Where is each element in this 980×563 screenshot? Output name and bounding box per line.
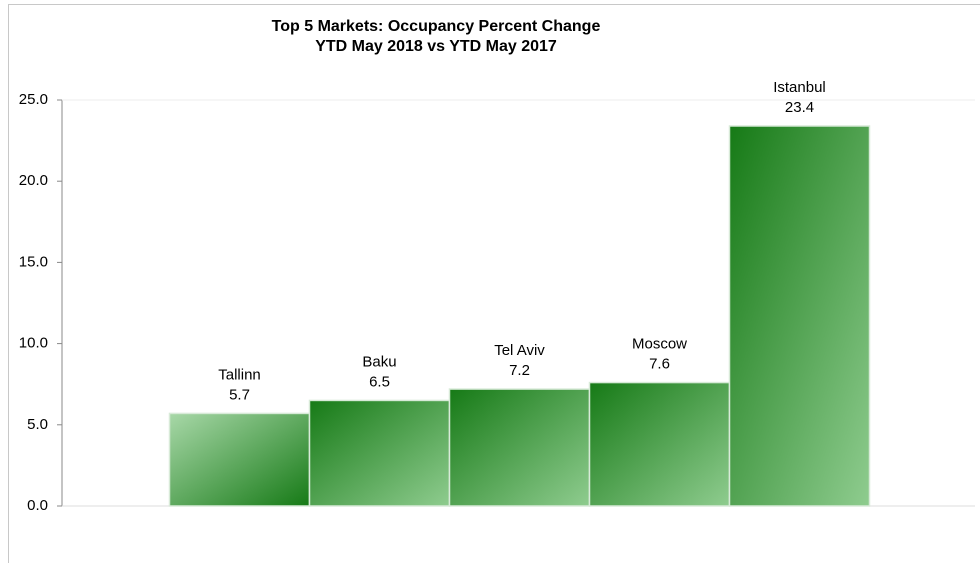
category-label: Moscow [632,336,687,353]
category-label: Baku [362,353,396,370]
y-tick-label: 25.0 [19,91,48,108]
bar [168,412,311,507]
y-tick-label: 20.0 [19,172,48,189]
y-tick-label: 5.0 [27,416,48,433]
y-tick-label: 0.0 [27,497,48,514]
bar [728,125,871,507]
bar [448,388,591,507]
bar [588,381,731,507]
value-label: 7.6 [649,356,670,373]
value-label: 6.5 [369,373,390,390]
chart-subtitle: YTD May 2018 vs YTD May 2017 [315,38,557,55]
y-tick-label: 15.0 [19,253,48,270]
value-label: 23.4 [785,99,814,116]
value-label: 5.7 [229,386,250,403]
category-label: Tallinn [218,366,261,383]
chart-frame [8,4,980,563]
value-label: 7.2 [509,362,530,379]
bar [308,399,451,507]
category-label: Tel Aviv [494,342,545,359]
category-label: Istanbul [773,79,826,96]
chart-title: Top 5 Markets: Occupancy Percent Change [272,18,601,35]
y-tick-label: 10.0 [19,335,48,352]
